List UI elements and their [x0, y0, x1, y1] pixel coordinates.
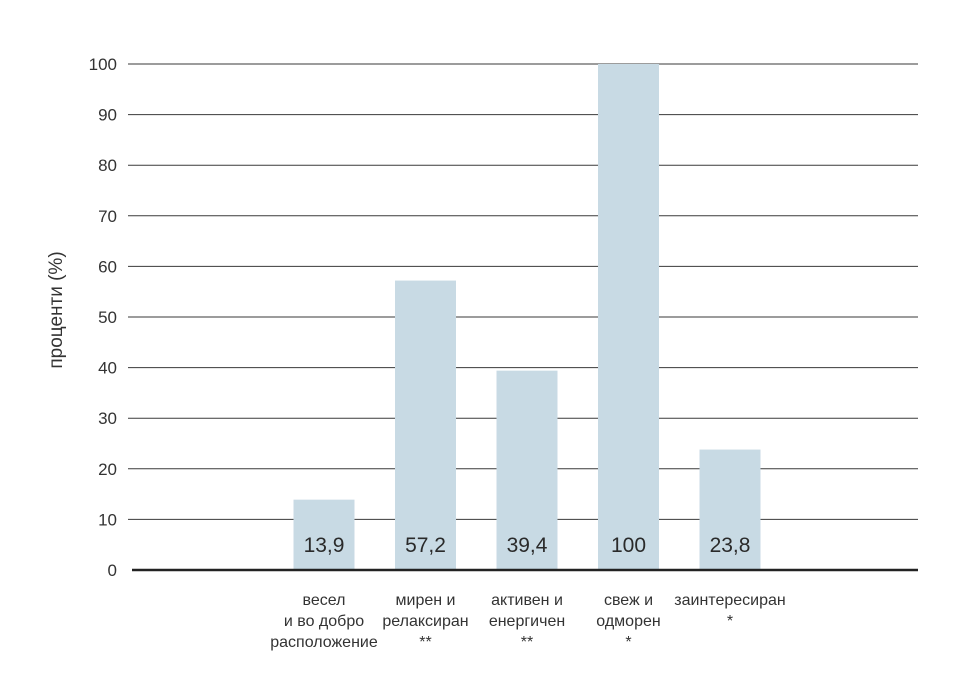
bars	[293, 64, 761, 570]
category-label: свеж и	[604, 592, 653, 609]
y-tick-label: 90	[98, 106, 117, 125]
category-labels: весел и во добро расположение мирен и релакс…	[270, 592, 785, 651]
y-tick-labels: 0 10 20 30 40 50 60 70 80 90 100	[89, 55, 117, 580]
category-label: и во добро	[284, 613, 364, 630]
category-label: активен и	[491, 592, 563, 609]
significance-marker: **	[521, 634, 533, 651]
y-tick-label: 40	[98, 359, 117, 378]
data-label: 23,8	[710, 534, 751, 557]
bar	[293, 499, 355, 570]
y-tick-label: 60	[98, 257, 117, 276]
data-label: 13,9	[304, 534, 345, 557]
category-label: весел	[303, 592, 346, 609]
data-label: 57,2	[405, 534, 446, 557]
y-tick-label: 30	[98, 409, 117, 428]
bar	[598, 64, 659, 570]
data-labels: 13,9 57,2 39,4 100 23,8	[304, 534, 751, 557]
y-tick-label: 100	[89, 55, 117, 74]
category-label: заинтересиран	[674, 592, 785, 609]
significance-marker: *	[625, 634, 631, 651]
data-label: 100	[611, 534, 646, 557]
significance-marker: **	[419, 634, 431, 651]
category-label: одморен	[596, 613, 660, 630]
bar	[395, 280, 456, 570]
y-tick-label: 20	[98, 460, 117, 479]
category-label: мирен и	[396, 592, 456, 609]
y-tick-label: 0	[108, 561, 117, 580]
category-label: релаксиран	[382, 613, 468, 630]
y-tick-label: 70	[98, 207, 117, 226]
y-tick-label: 80	[98, 156, 117, 175]
gridlines	[128, 63, 918, 520]
bar	[496, 370, 558, 570]
bar	[699, 449, 761, 570]
y-tick-label: 10	[98, 510, 117, 529]
category-label: расположение	[270, 634, 378, 651]
significance-marker: *	[727, 613, 733, 630]
y-tick-label: 50	[98, 308, 117, 327]
y-axis-label: проценти (%)	[46, 251, 67, 368]
category-label: енергичен	[489, 613, 565, 630]
data-label: 39,4	[507, 534, 548, 557]
